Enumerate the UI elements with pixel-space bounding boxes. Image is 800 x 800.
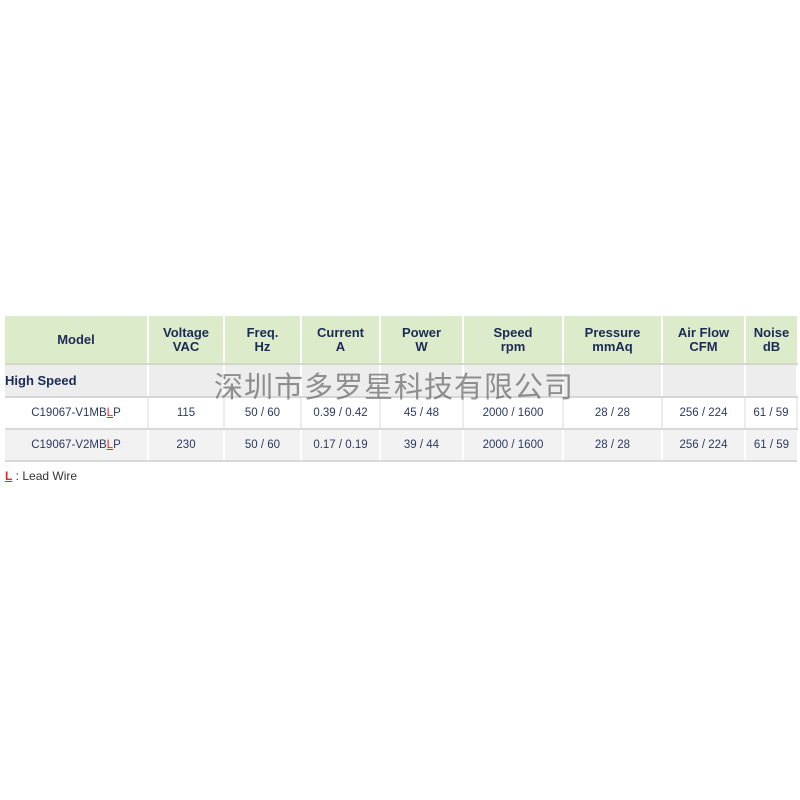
header-line1: Model xyxy=(57,331,95,347)
model-prefix: C19067-V2MB xyxy=(31,439,107,451)
table-cell: 45 / 48 xyxy=(380,397,464,430)
table-cell: 50 / 60 xyxy=(224,429,302,462)
column-header: Speed rpm xyxy=(463,316,564,365)
header-line2: VAC xyxy=(172,338,200,354)
header-line1: Freq. xyxy=(246,324,279,340)
watermark: 深圳市多罗星科技有限公司 xyxy=(214,370,575,404)
table-cell: 0.17 / 0.19 xyxy=(301,429,381,462)
header-line1: Noise xyxy=(753,324,790,340)
table-cell: 256 / 224 xyxy=(662,429,746,462)
table-row: C19067-V2MBLP 230 50 / 60 0.17 / 0.19 39 / 4… xyxy=(5,429,797,462)
model-suffix: P xyxy=(113,407,121,419)
model-prefix: C19067-V1MB xyxy=(31,407,107,419)
header-line2: W xyxy=(415,338,428,354)
header-line2: CFM xyxy=(689,338,718,354)
table-cell: 61 / 59 xyxy=(745,397,798,430)
header-line1: Power xyxy=(401,324,441,340)
footnote-mark: L xyxy=(5,469,13,483)
table-cell: 230 xyxy=(148,429,225,462)
table-cell: 39 / 44 xyxy=(380,429,464,462)
header-line2: mmAq xyxy=(592,338,633,354)
table-cell: 2000 / 1600 xyxy=(463,429,564,462)
table-cell: 50 / 60 xyxy=(224,397,302,430)
group-row: High Speed xyxy=(5,364,798,398)
column-header: Voltage VAC xyxy=(148,316,225,365)
table-cell: 0.39 / 0.42 xyxy=(301,397,381,430)
model-cell: C19067-V1MBLP xyxy=(5,397,149,430)
table-row: C19067-V1MBLP 115 50 / 60 0.39 / 0.42 45 / 4… xyxy=(5,397,798,430)
spec-table: Model Voltage VAC Freq. Hz Current A Power W Spee… xyxy=(5,316,798,462)
column-header: Power W xyxy=(380,316,464,365)
header-line2: dB xyxy=(762,338,781,354)
header-line1: Air Flow xyxy=(677,324,730,340)
group-label: High Speed xyxy=(5,364,149,398)
table-cell: 28 / 28 xyxy=(563,397,663,430)
column-header: Model xyxy=(5,316,149,365)
column-header: Current A xyxy=(301,316,381,365)
header-line2: rpm xyxy=(500,338,526,354)
header-line2: Hz xyxy=(254,338,271,354)
column-header: Freq. Hz xyxy=(224,316,302,365)
header-line1: Current xyxy=(317,324,364,340)
header-line1: Pressure xyxy=(584,324,641,340)
table-cell: 2000 / 1600 xyxy=(463,397,564,430)
header-line1: Voltage xyxy=(163,324,209,340)
column-header: Pressure mmAq xyxy=(563,316,663,365)
header-row: Model Voltage VAC Freq. Hz Current A Power W Spee… xyxy=(5,316,797,365)
model-suffix: P xyxy=(113,439,121,451)
model-cell: C19067-V2MBLP xyxy=(5,429,149,462)
header-line1: Speed xyxy=(493,324,533,340)
column-header: Air Flow CFM xyxy=(662,316,746,365)
table-cell: 256 / 224 xyxy=(662,397,746,430)
table-cell: 61 / 59 xyxy=(745,429,797,462)
table-cell: 115 xyxy=(148,397,225,430)
model-mark: L xyxy=(106,407,114,419)
footnote: L : Lead Wire xyxy=(5,469,77,483)
header-line2: A xyxy=(335,338,346,354)
column-header: Noise dB xyxy=(745,316,797,365)
footnote-text: : Lead Wire xyxy=(12,469,78,483)
model-mark: L xyxy=(106,439,114,451)
table-cell: 28 / 28 xyxy=(563,429,663,462)
